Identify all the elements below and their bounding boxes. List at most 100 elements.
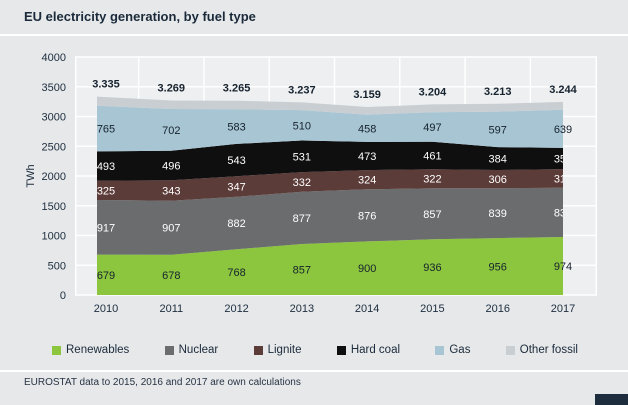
- svg-text:1500: 1500: [42, 201, 66, 213]
- svg-text:3500: 3500: [42, 82, 66, 94]
- svg-text:639: 639: [554, 124, 572, 136]
- other-fossil-swatch-icon: [505, 345, 515, 355]
- svg-text:343: 343: [162, 185, 180, 197]
- value-labels-lignite: 325 343 347 332 324 322 306 312: [97, 173, 572, 197]
- svg-text:936: 936: [423, 262, 441, 274]
- value-labels-nuclear: 917 907 882 877 876 857 839 830: [97, 207, 572, 235]
- svg-text:357: 357: [554, 153, 572, 165]
- svg-text:839: 839: [489, 208, 507, 220]
- svg-text:461: 461: [423, 150, 441, 162]
- lignite-swatch-icon: [253, 345, 263, 355]
- total-labels: 3.335 3.269 3.265 3.237 3.159 3.204 3.213 3.244: [92, 79, 577, 101]
- svg-text:3.244: 3.244: [549, 84, 577, 96]
- svg-text:3.335: 3.335: [92, 79, 120, 91]
- value-labels-hard-coal: 493 496 543 531 473 461 384 357: [97, 150, 572, 173]
- svg-text:2013: 2013: [290, 303, 314, 315]
- svg-text:2015: 2015: [420, 303, 444, 315]
- page-title: EU electricity generation, by fuel type: [24, 9, 256, 24]
- y-axis-labels: 0 500 1000 1500 2000 2500 3000 3500 4000: [42, 52, 66, 302]
- hard-coal-swatch-icon: [336, 345, 346, 355]
- svg-text:347: 347: [227, 182, 245, 194]
- svg-text:3.265: 3.265: [223, 83, 251, 95]
- svg-text:3.269: 3.269: [158, 82, 186, 94]
- svg-text:543: 543: [227, 155, 245, 167]
- svg-text:306: 306: [489, 174, 507, 186]
- renewables-swatch-icon: [52, 345, 61, 355]
- svg-text:857: 857: [293, 265, 311, 277]
- svg-text:768: 768: [227, 267, 245, 279]
- svg-text:597: 597: [489, 124, 507, 136]
- value-labels-renewables: 679 678 768 857 900 936 956 974: [97, 261, 572, 282]
- brand-corner-block: [595, 394, 628, 405]
- svg-text:877: 877: [293, 213, 311, 225]
- svg-text:2014: 2014: [355, 303, 379, 315]
- svg-text:857: 857: [423, 209, 441, 221]
- area-other-fossil: [97, 96, 563, 115]
- stacked-area-chart: 679 678 768 857 900 936 956 974 917 907 882 877 876 8…: [25, 52, 597, 315]
- svg-text:2010: 2010: [94, 303, 118, 315]
- svg-text:473: 473: [358, 151, 376, 163]
- svg-text:531: 531: [293, 151, 311, 163]
- svg-text:325: 325: [97, 185, 115, 197]
- svg-text:678: 678: [162, 270, 180, 282]
- svg-text:3.159: 3.159: [353, 89, 381, 101]
- svg-text:765: 765: [97, 124, 115, 136]
- legend-label: Gas: [449, 344, 471, 356]
- legend-label: Renewables: [66, 344, 130, 356]
- source-note: EUROSTAT data to 2015, 2016 and 2017 are…: [24, 377, 301, 388]
- svg-text:458: 458: [358, 123, 376, 135]
- svg-text:2011: 2011: [159, 303, 183, 315]
- x-axis-labels: 2010 2011 2012 2013 2014 2015 2016 2017: [94, 303, 575, 315]
- svg-text:1000: 1000: [42, 231, 66, 243]
- area-gas: [97, 105, 563, 152]
- svg-text:3.237: 3.237: [288, 84, 316, 96]
- svg-text:322: 322: [423, 174, 441, 186]
- svg-text:3000: 3000: [42, 112, 66, 124]
- svg-text:830: 830: [554, 207, 572, 219]
- svg-text:702: 702: [162, 125, 180, 137]
- svg-text:384: 384: [489, 154, 507, 166]
- value-labels-gas: 765 702 583 510 458 497 597 639: [97, 120, 572, 137]
- area-renewables: [97, 237, 563, 295]
- svg-text:496: 496: [162, 161, 180, 173]
- svg-text:2017: 2017: [551, 303, 575, 315]
- svg-text:500: 500: [48, 260, 66, 272]
- area-hard-coal: [97, 140, 563, 181]
- svg-text:2012: 2012: [224, 303, 248, 315]
- legend-label: Lignite: [267, 344, 302, 356]
- legend-label: Nuclear: [178, 344, 219, 356]
- svg-text:4000: 4000: [42, 52, 66, 64]
- svg-text:917: 917: [97, 222, 115, 234]
- svg-text:2000: 2000: [42, 171, 66, 183]
- svg-text:876: 876: [358, 210, 376, 222]
- svg-text:956: 956: [489, 262, 507, 274]
- legend-item-gas: Gas: [435, 344, 470, 356]
- svg-text:2016: 2016: [485, 303, 509, 315]
- legend-item-lignite: Lignite: [253, 344, 302, 356]
- svg-text:324: 324: [358, 175, 376, 187]
- svg-text:679: 679: [97, 270, 115, 282]
- svg-text:493: 493: [97, 161, 115, 173]
- svg-text:974: 974: [554, 261, 572, 273]
- svg-text:3.213: 3.213: [484, 86, 512, 98]
- chart-area: 679 678 768 857 900 936 956 974 917 907 882 877 876 8…: [0, 40, 628, 340]
- chart-legend: Renewables Nuclear Lignite Hard coal Gas…: [52, 342, 578, 358]
- legend-item-renewables: Renewables: [52, 344, 129, 356]
- legend-label: Other fossil: [519, 344, 578, 356]
- legend-label: Hard coal: [350, 344, 401, 356]
- area-lignite: [97, 169, 563, 201]
- svg-text:2500: 2500: [42, 141, 66, 153]
- legend-item-other-fossil: Other fossil: [505, 344, 578, 356]
- svg-text:907: 907: [162, 223, 180, 235]
- title-divider: [0, 34, 628, 36]
- svg-text:312: 312: [554, 173, 572, 185]
- footer-divider: [0, 370, 628, 372]
- legend-item-nuclear: Nuclear: [164, 344, 219, 356]
- svg-text:497: 497: [423, 122, 441, 134]
- svg-text:332: 332: [293, 177, 311, 189]
- svg-text:583: 583: [227, 122, 245, 134]
- svg-text:3.204: 3.204: [419, 86, 447, 98]
- svg-text:900: 900: [358, 263, 376, 275]
- svg-text:510: 510: [293, 120, 311, 132]
